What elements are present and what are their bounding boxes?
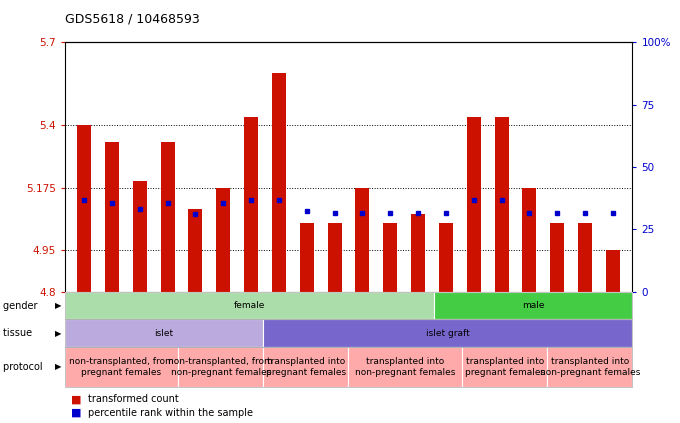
Bar [300,222,313,292]
Text: tissue: tissue [3,328,35,338]
Text: gender: gender [3,301,41,310]
Text: transplanted into
pregnant females: transplanted into pregnant females [464,357,545,376]
Text: transplanted into
pregnant females: transplanted into pregnant females [266,357,346,376]
Bar [133,181,147,292]
Bar [494,117,509,292]
Text: protocol: protocol [3,362,46,372]
Text: female: female [233,301,265,310]
Text: percentile rank within the sample: percentile rank within the sample [88,408,254,418]
Bar [606,250,620,292]
Bar [578,222,592,292]
Bar [105,142,119,292]
Text: transplanted into
non-pregnant females: transplanted into non-pregnant females [540,357,640,376]
Bar [411,214,425,292]
Text: ▶: ▶ [54,329,61,338]
Text: transplanted into
non-pregnant females: transplanted into non-pregnant females [355,357,456,376]
Text: non-transplanted, from
non-pregnant females: non-transplanted, from non-pregnant fema… [169,357,273,376]
Bar [272,73,286,292]
Bar [160,142,175,292]
Text: ▶: ▶ [54,301,61,310]
Bar [244,117,258,292]
Text: non-transplanted, from
pregnant females: non-transplanted, from pregnant females [69,357,174,376]
Bar [439,222,453,292]
Bar [550,222,564,292]
Text: GDS5618 / 10468593: GDS5618 / 10468593 [65,13,199,26]
Text: islet graft: islet graft [426,329,470,338]
Bar [77,126,91,292]
Text: ■: ■ [71,408,82,418]
Bar [522,188,537,292]
Bar [466,117,481,292]
Text: male: male [522,301,544,310]
Bar [188,209,203,292]
Bar [356,188,369,292]
Text: islet: islet [154,329,173,338]
Bar [384,222,397,292]
Bar [216,188,231,292]
Bar [328,222,341,292]
Text: ▶: ▶ [54,363,61,371]
Text: transformed count: transformed count [88,394,179,404]
Text: ■: ■ [71,394,82,404]
